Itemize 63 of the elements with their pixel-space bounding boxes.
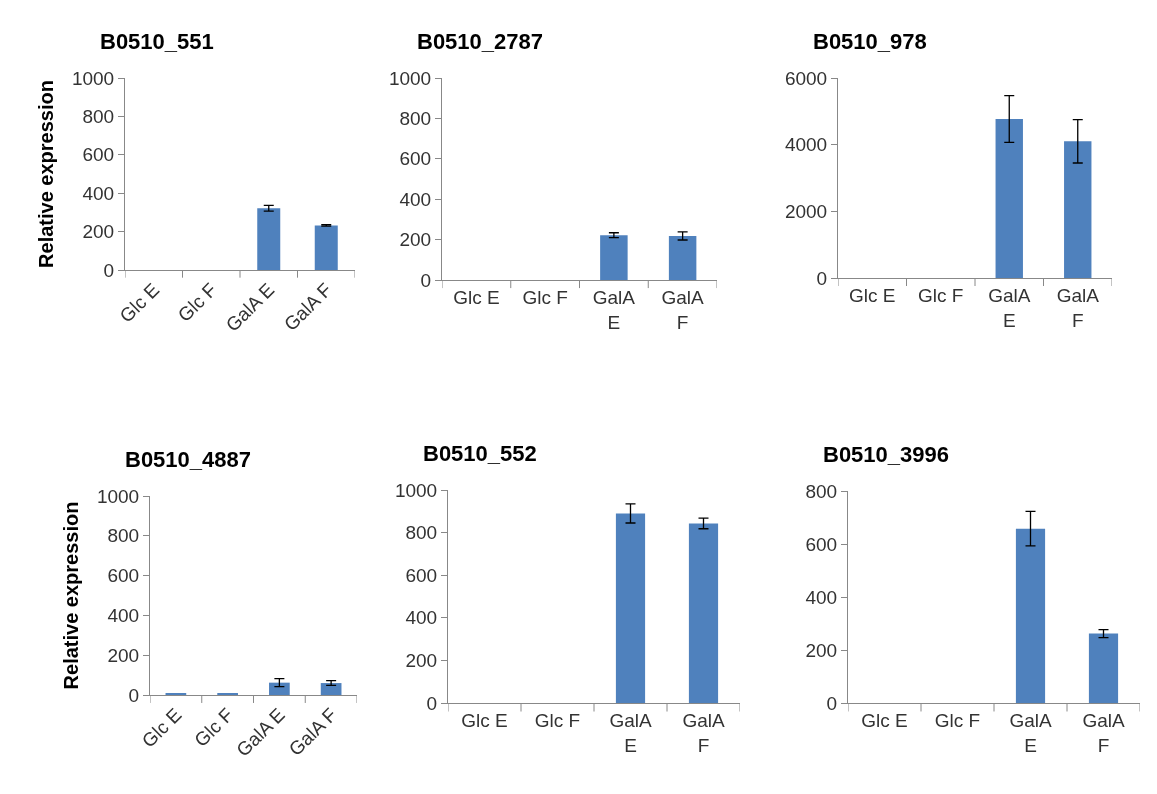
- chart-title: B0510_3996: [823, 442, 950, 468]
- x-tick-label: Glc F: [522, 286, 568, 308]
- y-tick-label: 200: [82, 221, 115, 243]
- chart-title: B0510_2787: [417, 29, 544, 55]
- y-tick-label: 0: [420, 269, 432, 291]
- x-tick-label: Glc E: [137, 704, 186, 752]
- y-tick-label: 2000: [784, 200, 828, 222]
- x-tick-label: GalA E: [592, 286, 636, 333]
- x-tick-label: Glc E: [861, 709, 908, 731]
- y-tick-label: 800: [107, 525, 140, 547]
- x-tick-label: Glc F: [934, 709, 981, 731]
- x-tick-label: Glc F: [173, 279, 221, 326]
- y-tick-label: 0: [816, 267, 828, 289]
- y-tick-label: 4000: [784, 134, 828, 156]
- y-tick-label: 800: [805, 480, 838, 502]
- chart-title: B0510_978: [813, 29, 927, 55]
- y-tick-label: 400: [82, 182, 115, 204]
- x-tick-label: GalA E: [609, 709, 652, 756]
- chart-title: B0510_551: [100, 29, 214, 55]
- y-tick-label: 600: [405, 564, 438, 586]
- y-tick-label: 600: [82, 144, 115, 166]
- chart-title: B0510_552: [423, 441, 537, 467]
- y-tick-label: 200: [805, 639, 838, 661]
- y-tick-label: 800: [399, 108, 432, 130]
- x-tick-label: Glc F: [190, 704, 238, 751]
- x-tick-label: GalA F: [1056, 284, 1100, 331]
- y-tick-label: 1000: [394, 479, 438, 501]
- y-tick-label: 6000: [784, 67, 828, 89]
- y-tick-label: 800: [82, 106, 115, 128]
- chart-title: B0510_4887: [125, 447, 252, 473]
- y-tick-label: 1000: [71, 67, 115, 89]
- x-tick-label: Glc E: [461, 709, 508, 731]
- y-tick-label: 400: [107, 605, 140, 627]
- y-tick-label: 0: [426, 692, 438, 714]
- x-tick-label: GalA F: [1082, 709, 1125, 756]
- x-tick-label: Glc F: [918, 284, 964, 306]
- y-tick-label: 0: [826, 692, 838, 714]
- y-tick-label: 600: [805, 533, 838, 555]
- y-tick-label: 800: [405, 522, 438, 544]
- y-tick-label: 600: [107, 565, 140, 587]
- y-tick-label: 0: [103, 259, 115, 281]
- y-tick-label: 0: [128, 684, 140, 706]
- y-tick-label: 600: [399, 148, 432, 170]
- y-tick-label: 200: [399, 229, 432, 251]
- y-tick-label: 400: [399, 188, 432, 210]
- y-axis-title: Relative expression: [60, 501, 83, 690]
- x-tick-label: Glc F: [534, 709, 581, 731]
- x-tick-label: Glc E: [453, 286, 500, 308]
- y-axis-title: Relative expression: [35, 80, 58, 268]
- x-tick-label: GalA F: [279, 279, 336, 335]
- y-tick-label: 200: [405, 650, 438, 672]
- x-tick-label: GalA E: [988, 284, 1031, 331]
- x-tick-label: GalA E: [1009, 709, 1052, 756]
- y-tick-label: 1000: [96, 485, 140, 507]
- y-tick-label: 400: [405, 607, 438, 629]
- x-tick-label: Glc E: [115, 279, 164, 327]
- y-tick-label: 400: [805, 586, 838, 608]
- x-tick-label: GalA F: [682, 709, 725, 756]
- y-tick-label: 200: [107, 644, 140, 666]
- x-tick-label: GalA F: [661, 286, 705, 333]
- x-tick-label: GalA F: [284, 704, 341, 760]
- y-tick-label: 1000: [388, 67, 432, 89]
- x-tick-label: Glc E: [849, 284, 896, 306]
